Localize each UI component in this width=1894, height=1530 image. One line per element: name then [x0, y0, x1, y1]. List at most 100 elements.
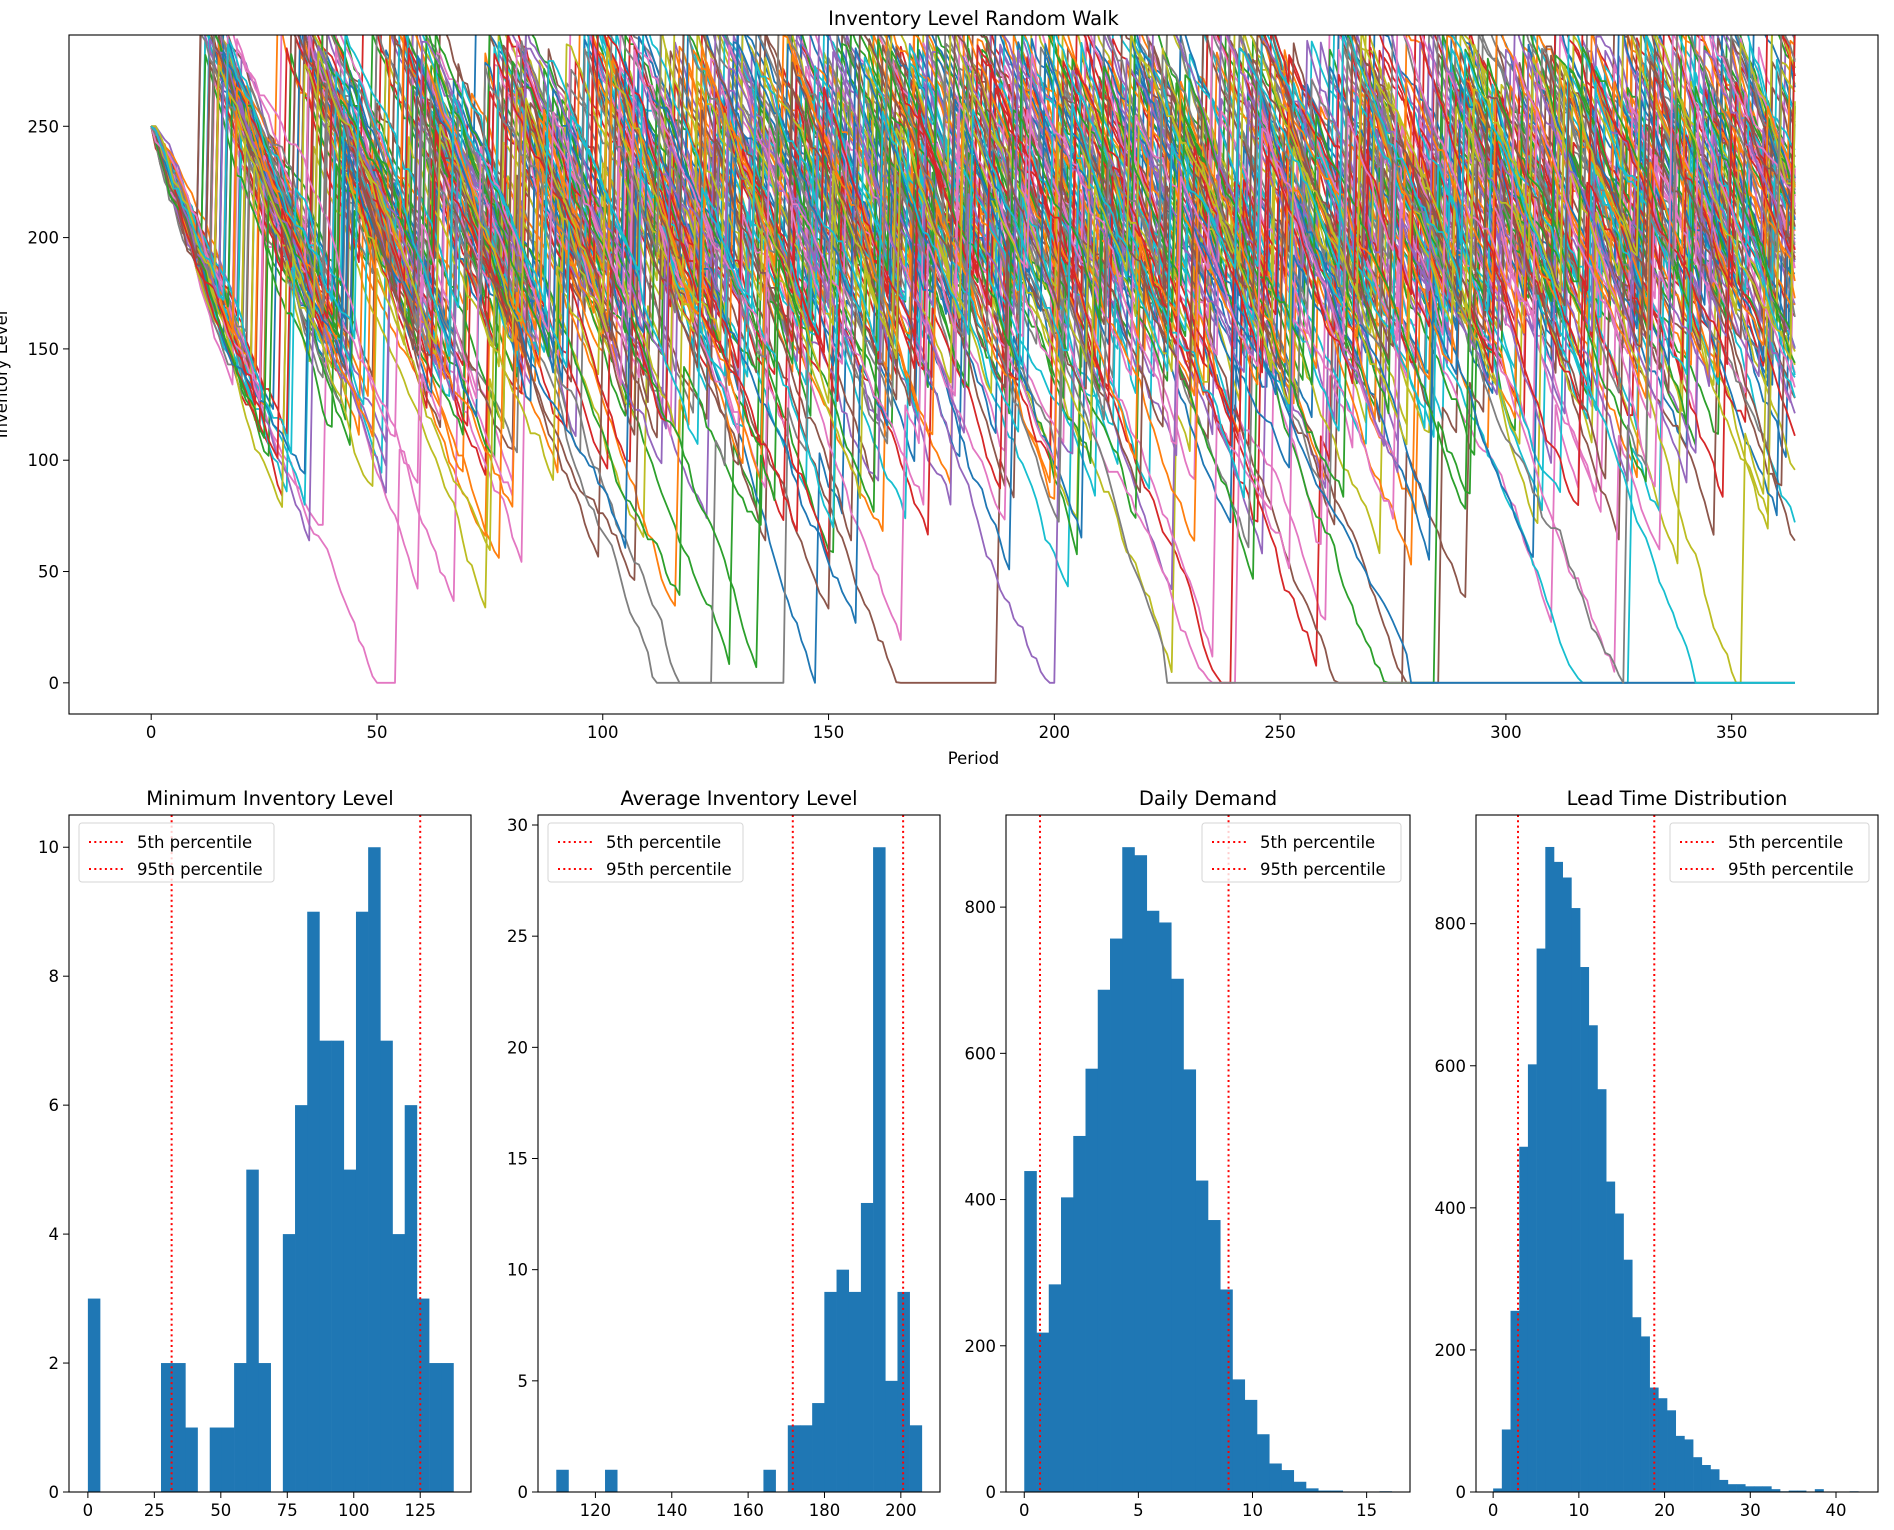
y-tick-label: 150	[28, 340, 60, 359]
histogram-bar	[1305, 1488, 1319, 1492]
histogram-bar	[1606, 1181, 1616, 1492]
chart-title: Lead Time Distribution	[1567, 787, 1788, 810]
line-chart: 0 50 100 150 200 250 300 350 0 50 100 150 200 250 Inve…	[0, 7, 1879, 768]
series-line	[150, 35, 1795, 684]
histogram-bar	[1771, 1489, 1781, 1492]
histogram-bar	[1597, 1089, 1607, 1492]
histogram-bar	[380, 1040, 393, 1492]
axes-frame	[1005, 814, 1411, 1493]
histogram-bar	[799, 1425, 813, 1492]
histogram-bar	[1814, 1489, 1824, 1492]
y-tick-label: 400	[965, 1191, 997, 1210]
histogram-bar	[1675, 1435, 1685, 1492]
histogram-bar	[1614, 1213, 1624, 1492]
histogram-bar	[1727, 1484, 1737, 1492]
x-tick-label: 200	[1039, 723, 1071, 742]
histogram-bar	[1244, 1399, 1258, 1492]
histogram-bar	[1269, 1463, 1282, 1492]
histogram-bar	[1684, 1439, 1694, 1492]
legend: 5th percentile 95th percentile	[547, 822, 744, 883]
x-tick-label: 100	[338, 1501, 370, 1520]
y-tick-label: 100	[28, 451, 60, 470]
histogram-bar	[836, 1269, 850, 1492]
histogram-bar	[1293, 1481, 1307, 1492]
histogram-bar	[1588, 1025, 1598, 1492]
series-line	[150, 35, 1796, 684]
histogram-bar	[787, 1425, 801, 1492]
x-tick-label: 30	[1740, 1501, 1761, 1520]
legend-label: 95th percentile	[137, 860, 263, 879]
histogram-bar	[1232, 1379, 1246, 1492]
x-tick-label: 10	[1568, 1501, 1589, 1520]
histogram-bar	[404, 1105, 418, 1492]
axes-frame	[537, 814, 941, 1493]
y-tick-label: 25	[507, 927, 528, 946]
series-line	[150, 35, 1796, 407]
y-axis-label: Inventory Level	[0, 311, 11, 439]
histogram-bar	[1623, 1259, 1633, 1492]
histogram-bar	[1788, 1490, 1798, 1492]
legend: 5th percentile 95th percentile	[78, 822, 275, 883]
histogram-bar	[234, 1363, 247, 1492]
x-tick-label: 0	[1488, 1501, 1499, 1520]
histogram-bar	[429, 1363, 442, 1492]
histogram-bar	[1736, 1484, 1746, 1492]
histogram-bar	[605, 1469, 618, 1492]
histogram-bar	[1036, 1332, 1050, 1492]
histogram-bar	[824, 1291, 837, 1492]
histogram-bar	[1745, 1486, 1755, 1492]
chart-title: Inventory Level Random Walk	[828, 7, 1119, 30]
histogram-bar	[1493, 1488, 1503, 1492]
histogram-bar	[1220, 1289, 1233, 1492]
histogram-bar	[873, 847, 886, 1492]
y-tick-label: 400	[1435, 1199, 1467, 1218]
histogram-bar	[1554, 861, 1563, 1492]
x-tick-label: 0	[83, 1501, 94, 1520]
histogram-bar	[1667, 1410, 1677, 1492]
histogram-bar	[355, 911, 369, 1492]
histogram-bar	[1693, 1457, 1703, 1492]
histogram-bar	[1649, 1387, 1659, 1492]
histogram-bar	[173, 1363, 186, 1492]
histogram-bar	[1330, 1490, 1344, 1492]
histogram-bar	[185, 1427, 198, 1492]
y-tick-label: 600	[965, 1044, 997, 1063]
chart-title: Minimum Inventory Level	[146, 787, 393, 810]
histogram-bar	[1171, 978, 1184, 1492]
x-tick-label: 25	[144, 1501, 165, 1520]
y-tick-label: 20	[507, 1038, 528, 1057]
histogram-bar	[441, 1363, 454, 1492]
y-tick-label: 0	[986, 1483, 997, 1502]
legend-label: 95th percentile	[606, 860, 732, 879]
y-tick-label: 10	[38, 838, 59, 857]
histogram-bar	[897, 1291, 910, 1492]
histogram-bar	[1208, 1220, 1221, 1492]
legend-box	[1669, 822, 1870, 883]
legend: 5th percentile 95th percentile	[1669, 822, 1870, 883]
histogram-bar	[1073, 1135, 1086, 1492]
histogram-bar	[1762, 1486, 1772, 1492]
histogram-2: 120 140 160 180 200 0 5 10 15 20 25 30 Average Inven…	[507, 787, 941, 1520]
y-tick-label: 0	[49, 1483, 60, 1502]
y-tick-label: 800	[1435, 915, 1467, 934]
histogram-bar	[556, 1469, 569, 1492]
x-tick-label: 100	[587, 723, 619, 742]
legend-label: 5th percentile	[137, 833, 252, 852]
x-tick-label: 125	[404, 1501, 436, 1520]
histogram-bar	[1536, 948, 1546, 1492]
histogram-bar	[1085, 1068, 1099, 1492]
histogram-bar	[909, 1425, 923, 1492]
histogram-bar	[1545, 846, 1555, 1492]
histogram-bar	[1134, 855, 1148, 1492]
x-axis-label: Period	[948, 749, 999, 768]
y-tick-label: 50	[38, 563, 59, 582]
axes-frame	[68, 34, 1879, 715]
legend-label: 5th percentile	[1728, 833, 1843, 852]
histogram-bar	[221, 1427, 235, 1492]
histogram-bar	[1580, 967, 1590, 1492]
y-tick-label: 10	[507, 1261, 528, 1280]
histogram-bar	[307, 911, 320, 1492]
y-tick-label: 2	[49, 1354, 60, 1373]
histogram-bar	[1183, 1069, 1197, 1492]
